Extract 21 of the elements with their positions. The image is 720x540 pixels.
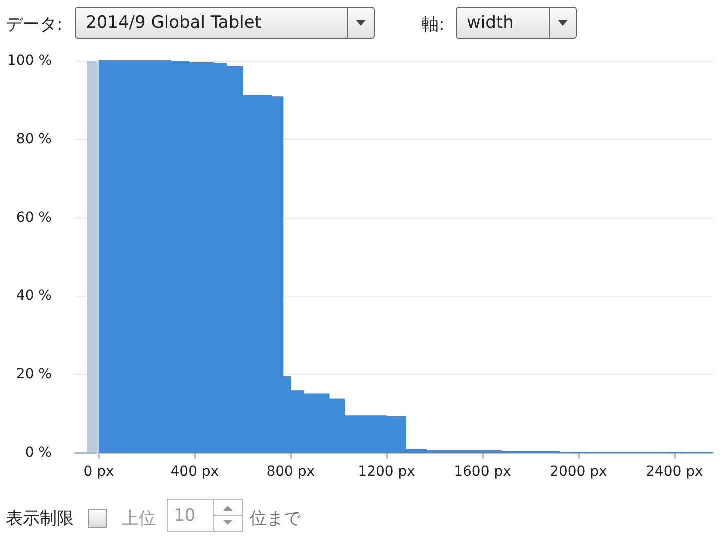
y-tick-label: 20 % (16, 366, 52, 383)
text: データ: (6, 14, 63, 36)
x-tick-label: 0 px (84, 464, 114, 480)
y-tick-label: 60 % (16, 210, 52, 226)
number-field: 10 (167, 499, 243, 532)
x-tick-label: 400 px (170, 464, 220, 480)
dropdown-field: width (456, 7, 577, 39)
x-tick-label: 800 px (266, 464, 316, 480)
y-tick-label: 40 % (16, 288, 52, 304)
x-tick-label: 1600 px (454, 464, 512, 480)
y-tick-label: 80 % (16, 131, 52, 148)
y-tick-label: 100 % (8, 53, 52, 69)
y-tick-label: 0 % (25, 445, 52, 461)
x-tick-label: 2000 px (550, 464, 608, 480)
text: 位まで (250, 508, 301, 530)
text: 上位 (122, 508, 156, 530)
text: 軸: (422, 14, 445, 36)
x-tick-label: 2400 px (646, 464, 704, 480)
text: 表示制限 (6, 508, 74, 530)
x-tick-label: 1200 px (358, 464, 416, 480)
dropdown-field: 2014/9 Global Tablet (75, 7, 375, 39)
